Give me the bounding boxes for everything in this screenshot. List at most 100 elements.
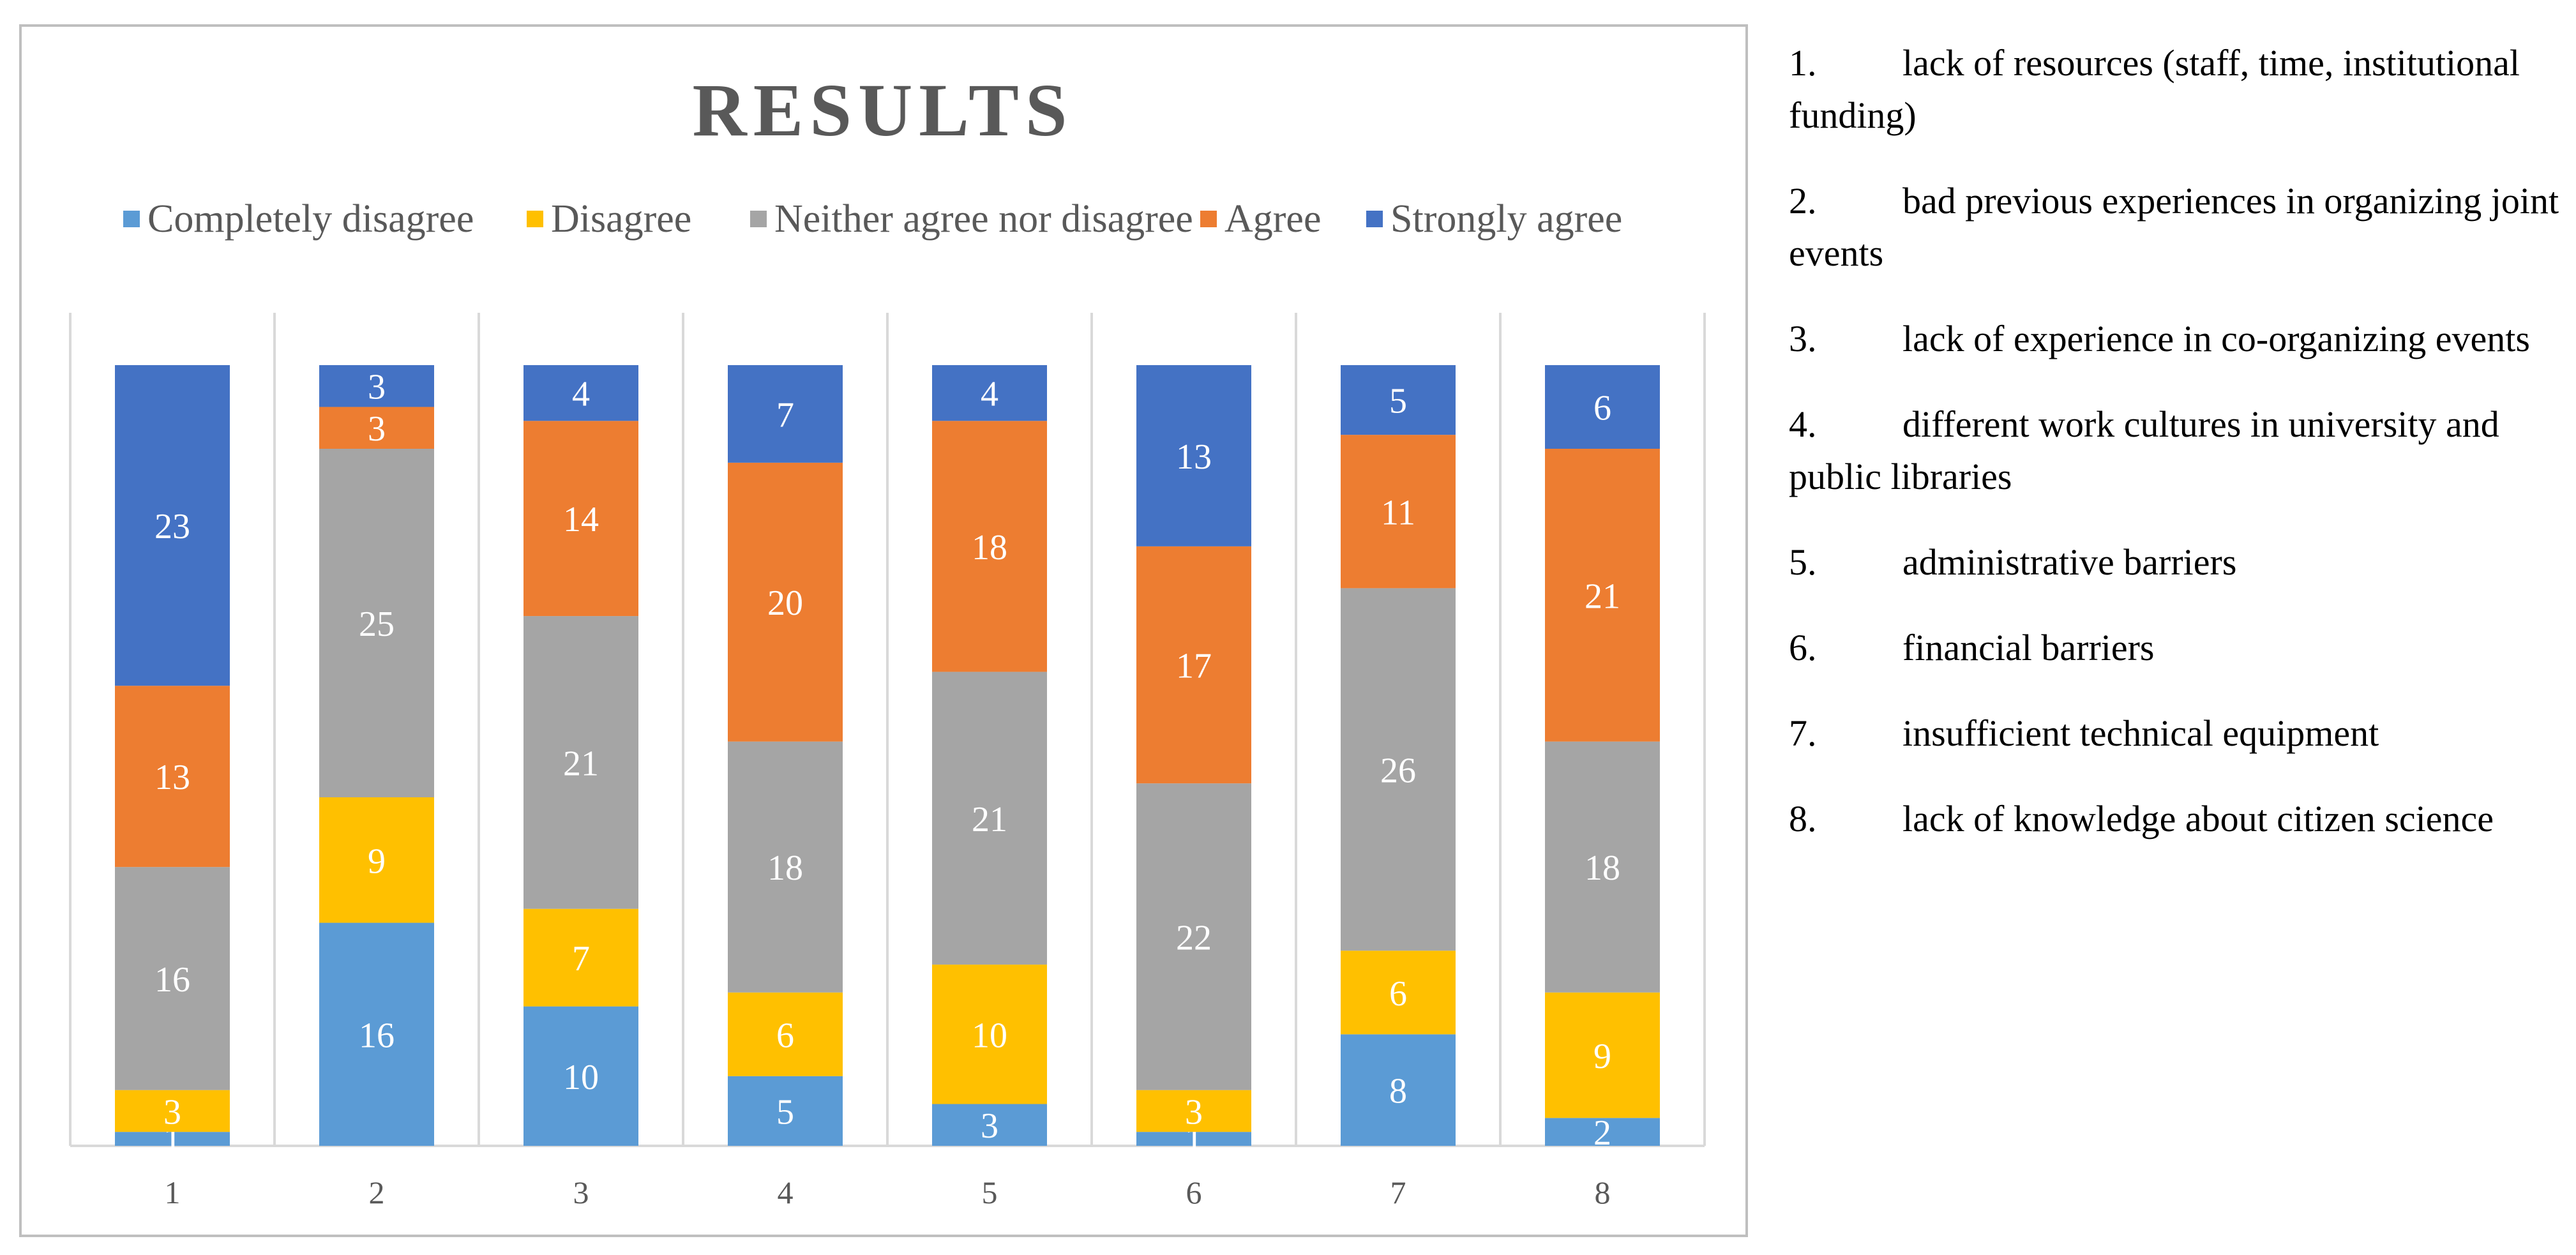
x-tick-label: 5 <box>982 1175 998 1210</box>
bar-data-label: 6 <box>776 1016 794 1055</box>
bar-data-label: 10 <box>972 1016 1007 1055</box>
note-text: different work cultures in university an… <box>1789 403 2499 497</box>
legend-swatch <box>1366 211 1383 227</box>
note-text: lack of experience in co-organizing even… <box>1902 318 2530 359</box>
note-item: 4. different work cultures in university … <box>1789 398 2561 503</box>
bar-data-label: 21 <box>1585 576 1620 616</box>
legend-label: Strongly agree <box>1390 197 1622 241</box>
bar-data-label: 20 <box>767 583 803 623</box>
bar-segment <box>1545 449 1660 742</box>
bar-segment <box>319 922 434 1146</box>
x-tick-label: 6 <box>1186 1175 1202 1210</box>
bar-data-label: 7 <box>572 939 590 979</box>
bar-segment <box>1545 1118 1660 1146</box>
legend-label: Completely disagree <box>147 197 474 241</box>
bar-data-label: 5 <box>1389 382 1407 421</box>
bar-data-label: 6 <box>1593 388 1611 428</box>
bar-data-label: 22 <box>1176 918 1212 958</box>
bar-data-label: 3 <box>1185 1092 1203 1132</box>
bar-segment <box>728 364 843 463</box>
note-item: 2. bad previous experiences in organizing… <box>1789 175 2561 280</box>
bar-data-label: 8 <box>1389 1072 1407 1111</box>
bar-data-label: 16 <box>154 960 190 1000</box>
bar-data-label: 18 <box>972 528 1007 567</box>
note-number: 5. <box>1789 541 1817 583</box>
bar-data-label: 14 <box>563 500 599 539</box>
bar-data-label: 9 <box>1593 1037 1611 1076</box>
bar-segment <box>523 421 638 617</box>
bar-data-label: 3 <box>981 1106 998 1146</box>
x-tick-label: 3 <box>573 1175 589 1210</box>
bar-segment <box>1341 951 1456 1035</box>
note-text: insufficient technical equipment <box>1902 712 2379 754</box>
note-number: 1. <box>1789 42 1817 84</box>
x-tick-label: 4 <box>778 1175 794 1210</box>
legend-label: Neither agree nor disagree <box>774 197 1193 241</box>
note-text: bad previous experiences in organizing j… <box>1789 180 2559 274</box>
bar-data-label: 3 <box>368 409 386 449</box>
legend-swatch <box>123 211 140 227</box>
bar-data-label: 18 <box>1585 848 1620 888</box>
category-notes: 1. lack of resources (staff, time, instit… <box>1789 37 2561 878</box>
bar-segment <box>932 364 1047 421</box>
note-number: 8. <box>1789 798 1817 839</box>
legend-swatch <box>750 211 767 227</box>
bar-segment <box>1545 992 1660 1118</box>
legend-label: Disagree <box>551 197 691 241</box>
note-text: lack of resources (staff, time, institut… <box>1789 42 2520 136</box>
bar-segment <box>1136 546 1251 784</box>
bar-data-label: 3 <box>163 1092 181 1132</box>
category-separators <box>69 313 1706 1147</box>
note-number: 4. <box>1789 403 1817 445</box>
note-text: financial barriers <box>1902 627 2155 668</box>
bar-segment <box>728 462 843 742</box>
bar-data-label: 11 <box>1381 493 1415 532</box>
legend-swatch <box>1200 211 1217 227</box>
bar-segment <box>523 616 638 909</box>
x-tick-label: 8 <box>1595 1175 1611 1210</box>
chart-title: RESULTS <box>693 68 1074 152</box>
bar-segment <box>932 672 1047 965</box>
bar-data-label: 18 <box>767 848 803 888</box>
bar-segment <box>523 1006 638 1146</box>
bar-segment <box>115 686 230 868</box>
chart-frame <box>19 24 1748 1237</box>
bar-data-label: 26 <box>1380 751 1416 790</box>
bar-segment <box>932 421 1047 672</box>
bar-segment <box>1136 364 1251 546</box>
bar-data-label: 13 <box>154 758 190 797</box>
bar-segment <box>115 1132 230 1146</box>
bar-segment <box>728 1076 843 1146</box>
bar-data-label: 7 <box>776 395 794 435</box>
note-item: 7. insufficient technical equipment <box>1789 707 2561 760</box>
bar-segment <box>115 1090 230 1132</box>
note-number: 2. <box>1789 180 1817 222</box>
bar-data-label: 6 <box>1389 974 1407 1014</box>
bar-segment <box>1545 741 1660 993</box>
legend-label: Agree <box>1224 197 1321 241</box>
bar-segment <box>1341 1034 1456 1146</box>
x-tick-label: 7 <box>1390 1175 1406 1210</box>
note-text: lack of knowledge about citizen science <box>1902 798 2494 839</box>
bar-segment <box>523 364 638 421</box>
bar-segment <box>1136 1132 1251 1146</box>
bar-data-label: 4 <box>981 375 998 414</box>
bar-data-label: 3 <box>368 368 386 407</box>
note-number: 3. <box>1789 318 1817 359</box>
bar-data-label: 23 <box>154 507 190 546</box>
bar-segment <box>1545 364 1660 449</box>
bar-segment <box>932 1104 1047 1146</box>
bar-segment <box>523 908 638 1007</box>
note-item: 3. lack of experience in co-organizing ev… <box>1789 313 2561 365</box>
bar-segment <box>932 965 1047 1104</box>
bar-segment <box>1341 588 1456 951</box>
note-item: 1. lack of resources (staff, time, instit… <box>1789 37 2561 142</box>
bar-segment <box>115 364 230 686</box>
bar-segment <box>728 992 843 1076</box>
bar-data-label: 9 <box>368 841 386 881</box>
bar-data-label: 2 <box>1593 1113 1611 1153</box>
note-item: 5. administrative barriers <box>1789 536 2561 589</box>
note-text: administrative barriers <box>1902 541 2237 583</box>
bar-segment <box>319 407 434 449</box>
bar-segment <box>1341 364 1456 435</box>
